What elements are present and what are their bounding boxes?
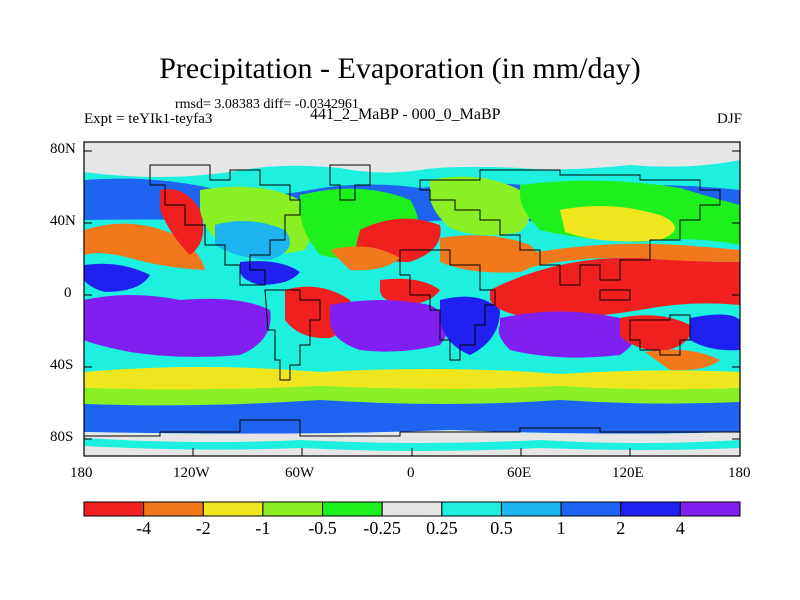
colorbar-box xyxy=(500,501,562,517)
colorbar-label: 2 xyxy=(616,518,626,538)
colorbar-label: -1 xyxy=(255,518,271,538)
coast-australia xyxy=(629,314,691,356)
region-southern-ocean xyxy=(84,400,740,434)
coast-south-america xyxy=(264,289,321,381)
colorbar-label: -0.5 xyxy=(308,518,337,538)
region-deep-blue-4 xyxy=(84,263,150,292)
region-antarctic-cyan xyxy=(84,438,740,451)
colorbar-box xyxy=(202,501,264,517)
region-south-pacific-east xyxy=(620,315,691,352)
coast-north-america xyxy=(149,164,301,286)
lon-label-60e: 60E xyxy=(507,465,532,481)
region-mediterranean xyxy=(440,235,538,273)
colorbar-label: -0.25 xyxy=(363,518,401,538)
experiment-label: Expt = teYIk1-teyfa3 xyxy=(84,111,213,127)
lon-label-120w: 120W xyxy=(173,465,210,481)
stats-line: rmsd= 3.08383 diff= -0.0342961 xyxy=(175,97,359,112)
colorbar-label: 4 xyxy=(675,518,685,538)
coast-indonesia xyxy=(599,289,631,301)
colorbar-box xyxy=(679,501,741,517)
lat-label-40n: 40N xyxy=(50,213,76,229)
coast-antarctica xyxy=(84,419,740,437)
colorbar-label: 1 xyxy=(556,518,566,538)
lon-ticks xyxy=(83,448,741,456)
region-north-america-blue xyxy=(215,221,290,260)
lon-label-120e: 120E xyxy=(612,465,644,481)
lat-label-40s: 40S xyxy=(50,357,74,373)
region-north-atlantic-orange xyxy=(330,246,400,271)
coastlines xyxy=(84,164,740,437)
colorbar-boxes xyxy=(83,501,741,517)
lon-label-180-right: 180 xyxy=(728,465,751,481)
coast-eurasia xyxy=(419,169,721,286)
lon-label-0: 0 xyxy=(407,465,415,481)
colorbar-label: -4 xyxy=(136,518,152,538)
region-arctic xyxy=(84,142,740,177)
region-deep-blue-3 xyxy=(690,314,740,351)
region-europe xyxy=(430,176,530,236)
coast-greenland xyxy=(329,164,371,201)
season-label: DJF xyxy=(716,111,742,127)
colorbar-box xyxy=(83,501,145,517)
region-south-pacific-purple xyxy=(84,295,271,357)
lon-label-60w: 60W xyxy=(285,465,315,481)
lon-label-180-left: 180 xyxy=(70,465,93,481)
lat-ticks xyxy=(84,150,740,440)
colorbar-label: 0.25 xyxy=(426,518,458,538)
region-tropics-east-orange xyxy=(520,243,740,270)
region-south-atlantic-purple xyxy=(330,300,448,352)
lat-label-0: 0 xyxy=(64,285,72,301)
colorbar-label: 0.5 xyxy=(490,518,513,538)
colorbar-box xyxy=(322,501,383,517)
region-north-pacific-core xyxy=(160,189,204,255)
colorbar-box xyxy=(560,501,622,517)
precip-evap-field xyxy=(84,142,740,456)
colorbar-box xyxy=(143,501,204,517)
colorbar-box xyxy=(262,501,324,517)
region-indian-purple xyxy=(498,311,635,358)
map-title: Precipitation - Evaporation (in mm/day) xyxy=(159,52,641,85)
colorbar-box xyxy=(381,501,443,517)
lat-label-80n: 80N xyxy=(50,141,76,157)
region-tropics-east xyxy=(490,257,740,319)
colorbar-label: -2 xyxy=(195,518,211,538)
coast-africa xyxy=(399,249,496,361)
region-deep-blue-2 xyxy=(240,261,300,285)
subtitle: 441_2_MaBP - 000_0_MaBP xyxy=(310,106,501,123)
colorbar-box xyxy=(441,501,502,517)
region-south-band-yellow xyxy=(84,367,740,390)
lat-label-80s: 80S xyxy=(50,429,74,445)
region-asia-yellow xyxy=(560,206,675,242)
colorbar-box xyxy=(620,501,681,517)
region-south-band-green xyxy=(84,386,740,406)
